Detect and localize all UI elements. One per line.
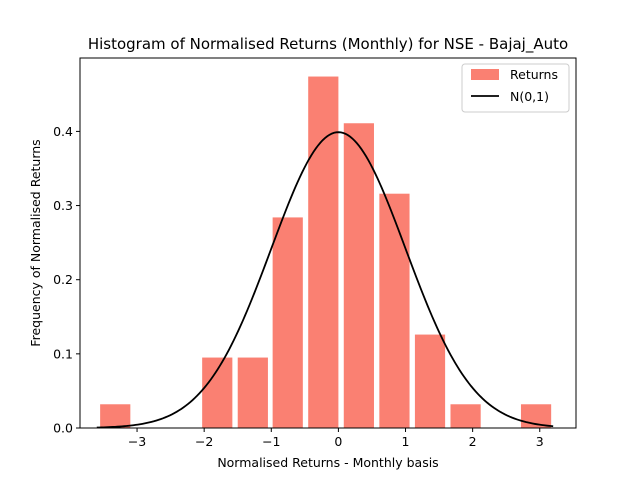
histogram-bar-1 (100, 404, 131, 428)
histogram-bar-6 (343, 123, 374, 429)
plot-frame (79, 57, 577, 429)
histogram-bar-4 (272, 217, 303, 428)
x-tick-label: −2 (195, 434, 213, 449)
y-axis-ticks: 0.0 0.1 0.2 0.3 0.4 (53, 124, 80, 436)
legend-returns-swatch (471, 69, 499, 80)
histogram-bars (100, 76, 552, 429)
x-axis-ticks: −3 −2 −1 0 1 2 3 (128, 428, 544, 449)
histogram-bar-8 (414, 334, 446, 428)
legend-returns-label: Returns (510, 67, 558, 82)
histogram-bar-7 (379, 193, 410, 428)
x-tick-label: 3 (536, 434, 544, 449)
y-tick-label: 0.1 (53, 346, 73, 361)
legend: Returns N(0,1) (461, 63, 570, 113)
x-tick-label: 1 (402, 434, 410, 449)
x-tick-label: 0 (334, 434, 342, 449)
histogram-bar-3 (237, 357, 268, 428)
x-axis-label: Normalised Returns - Monthly basis (217, 455, 438, 470)
x-tick-label: 2 (469, 434, 477, 449)
x-tick-label: −1 (262, 434, 280, 449)
y-tick-label: 0.0 (53, 421, 73, 436)
histogram-bar-5 (308, 76, 339, 428)
y-tick-label: 0.4 (53, 124, 73, 139)
y-tick-label: 0.3 (53, 198, 73, 213)
y-tick-label: 0.2 (53, 272, 73, 287)
x-tick-label: −3 (128, 434, 146, 449)
legend-normal-label: N(0,1) (510, 89, 549, 104)
normal-curve-layer (96, 131, 554, 429)
chart-title: Histogram of Normalised Returns (Monthly… (88, 35, 568, 54)
y-axis-label: Frequency of Normalised Returns (28, 139, 43, 346)
histogram-bar-2 (202, 357, 233, 428)
normal-curve-line (96, 131, 554, 429)
histogram-bar-9 (450, 404, 481, 428)
